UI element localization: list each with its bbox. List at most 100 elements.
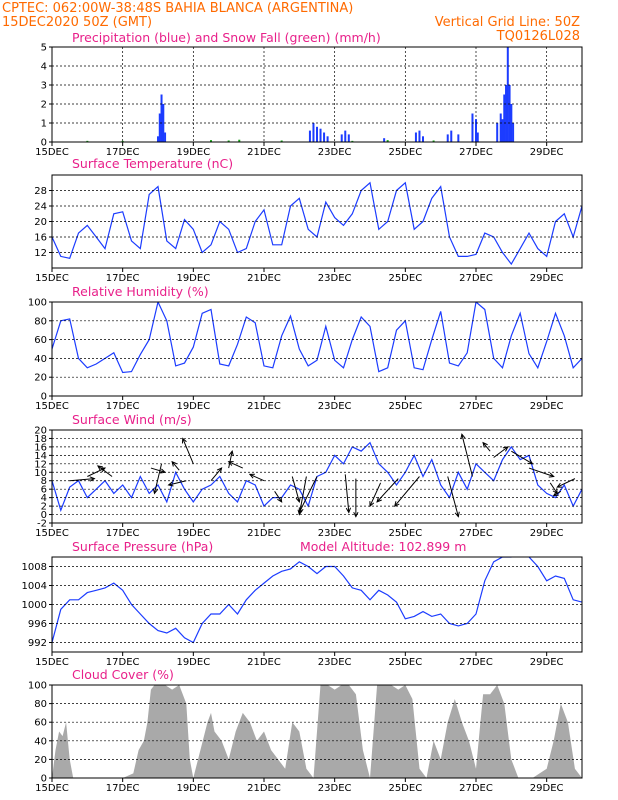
y-tick-label: 60: [34, 718, 47, 729]
precip-bar: [158, 113, 161, 142]
y-tick-label: 10: [34, 468, 47, 479]
x-tick-label: 29DEC: [530, 147, 564, 158]
snow-bar: [86, 140, 89, 142]
x-tick-label: 19DEC: [176, 147, 210, 158]
y-tick-label: 1000: [22, 600, 47, 611]
y-tick-label: 100: [28, 681, 47, 692]
precip-bar: [418, 130, 421, 142]
pressure-altitude-note: Model Altitude: 102.899 m: [300, 539, 466, 554]
x-tick-label: 27DEC: [459, 147, 493, 158]
y-tick-label: 20: [34, 217, 47, 228]
wind-arrow-head: [248, 473, 255, 479]
precip-bar: [422, 136, 424, 142]
x-tick-label: 23DEC: [318, 657, 352, 668]
y-tick-label: 0: [41, 774, 47, 785]
x-tick-label: 17DEC: [106, 528, 140, 539]
precip-bar: [316, 126, 318, 142]
precip-bar: [312, 123, 315, 142]
y-tick-label: 20: [34, 755, 47, 766]
wind-arrow-shaft: [69, 478, 95, 482]
pressure-series-line: [52, 557, 582, 644]
x-tick-label: 23DEC: [318, 783, 352, 794]
wind-arrow-head: [376, 496, 382, 503]
wind-arrow-head: [454, 511, 460, 518]
wind-arrow-shaft: [171, 461, 180, 471]
wind-arrow-head: [297, 509, 303, 516]
temperature-panel: 12 16 20 24 28 15DEC 17DEC 19DEC 21DEC 23DEC 25DEC…: [34, 174, 583, 284]
y-tick-label: 80: [34, 316, 47, 327]
precip-bar: [505, 85, 508, 142]
wind-arrow-head: [171, 460, 177, 467]
wind-arrow-head: [167, 481, 174, 487]
x-tick-label: 29DEC: [530, 657, 564, 668]
wind-arrow-head: [482, 441, 488, 448]
precip-bar: [496, 123, 499, 142]
wind-arrow-shaft: [482, 442, 491, 452]
wind-arrow-head: [99, 467, 107, 473]
x-tick-label: 25DEC: [388, 528, 422, 539]
x-tick-label: 15DEC: [35, 147, 69, 158]
x-tick-label: 23DEC: [318, 273, 352, 284]
y-tick-label: 100: [28, 298, 47, 309]
y-tick-label: 6: [41, 485, 47, 496]
wind-arrow-shaft: [153, 463, 163, 494]
x-tick-label: 25DEC: [388, 401, 422, 412]
precip-bar: [501, 119, 504, 142]
x-tick-label: 29DEC: [530, 273, 564, 284]
wind-arrow-shaft: [228, 461, 244, 469]
y-tick-label: 992: [28, 638, 47, 649]
x-tick-label: 19DEC: [176, 401, 210, 412]
wind-arrow-shaft: [182, 438, 194, 465]
wind-arrow-shaft: [447, 476, 459, 517]
wind-arrow-head: [97, 465, 103, 471]
header-date: 15DEC2020 50Z (GMT): [2, 15, 152, 30]
y-tick-label: 8: [41, 476, 47, 487]
y-tick-label: 28: [34, 186, 47, 197]
y-tick-label: 3: [41, 81, 47, 92]
y-tick-label: 24: [34, 202, 47, 213]
x-tick-label: 21DEC: [247, 273, 281, 284]
y-tick-label: 16: [34, 442, 47, 453]
x-tick-label: 15DEC: [35, 528, 69, 539]
y-tick-label: 1: [41, 119, 47, 130]
x-tick-label: 27DEC: [459, 401, 493, 412]
y-tick-label: 40: [34, 736, 47, 747]
cloud-panel: 0 20 40 60 80 100 15DEC 17DEC 19DEC 21DEC 23DEC 25D…: [28, 681, 583, 794]
wind-arrow-head: [277, 496, 283, 503]
x-tick-label: 25DEC: [388, 147, 422, 158]
cloud-frame: [51, 684, 583, 779]
y-tick-label: 16: [34, 233, 47, 244]
precip-bar: [326, 136, 329, 142]
precip-bar: [508, 85, 511, 142]
precip-bar: [510, 104, 513, 142]
wind-arrow-shaft: [344, 474, 350, 513]
wind-arrow-shaft: [249, 473, 265, 482]
temperature-title: Surface Temperature (nC): [72, 156, 233, 171]
x-tick-label: 21DEC: [247, 528, 281, 539]
wind-arrow-shaft: [97, 465, 113, 477]
snow-bar: [386, 140, 389, 142]
precip-title: Precipitation (blue) and Snow Fall (gree…: [72, 30, 381, 45]
precip-bar: [499, 113, 502, 142]
y-tick-label: 18: [34, 434, 47, 445]
snow-bar: [238, 139, 241, 142]
x-tick-label: 17DEC: [106, 783, 140, 794]
wind-arrow-head: [89, 476, 96, 482]
wind-arrow-shaft: [369, 482, 382, 507]
x-tick-label: 23DEC: [318, 528, 352, 539]
x-tick-label: 19DEC: [176, 783, 210, 794]
y-tick-label: 12: [34, 248, 47, 259]
header-model-id: TQ0126L028: [496, 29, 580, 44]
x-tick-label: 15DEC: [35, 657, 69, 668]
y-tick-label: 12: [34, 459, 47, 470]
snow-bar: [432, 140, 435, 142]
wind-arrow-head: [393, 501, 400, 507]
precip-bar: [446, 134, 449, 142]
snow-bar: [351, 140, 354, 142]
cloud-cover-area: [52, 685, 582, 778]
x-tick-label: 23DEC: [318, 147, 352, 158]
wind-arrow-shaft: [461, 434, 473, 477]
y-tick-label: 14: [34, 451, 47, 462]
snow-bar: [280, 140, 283, 142]
